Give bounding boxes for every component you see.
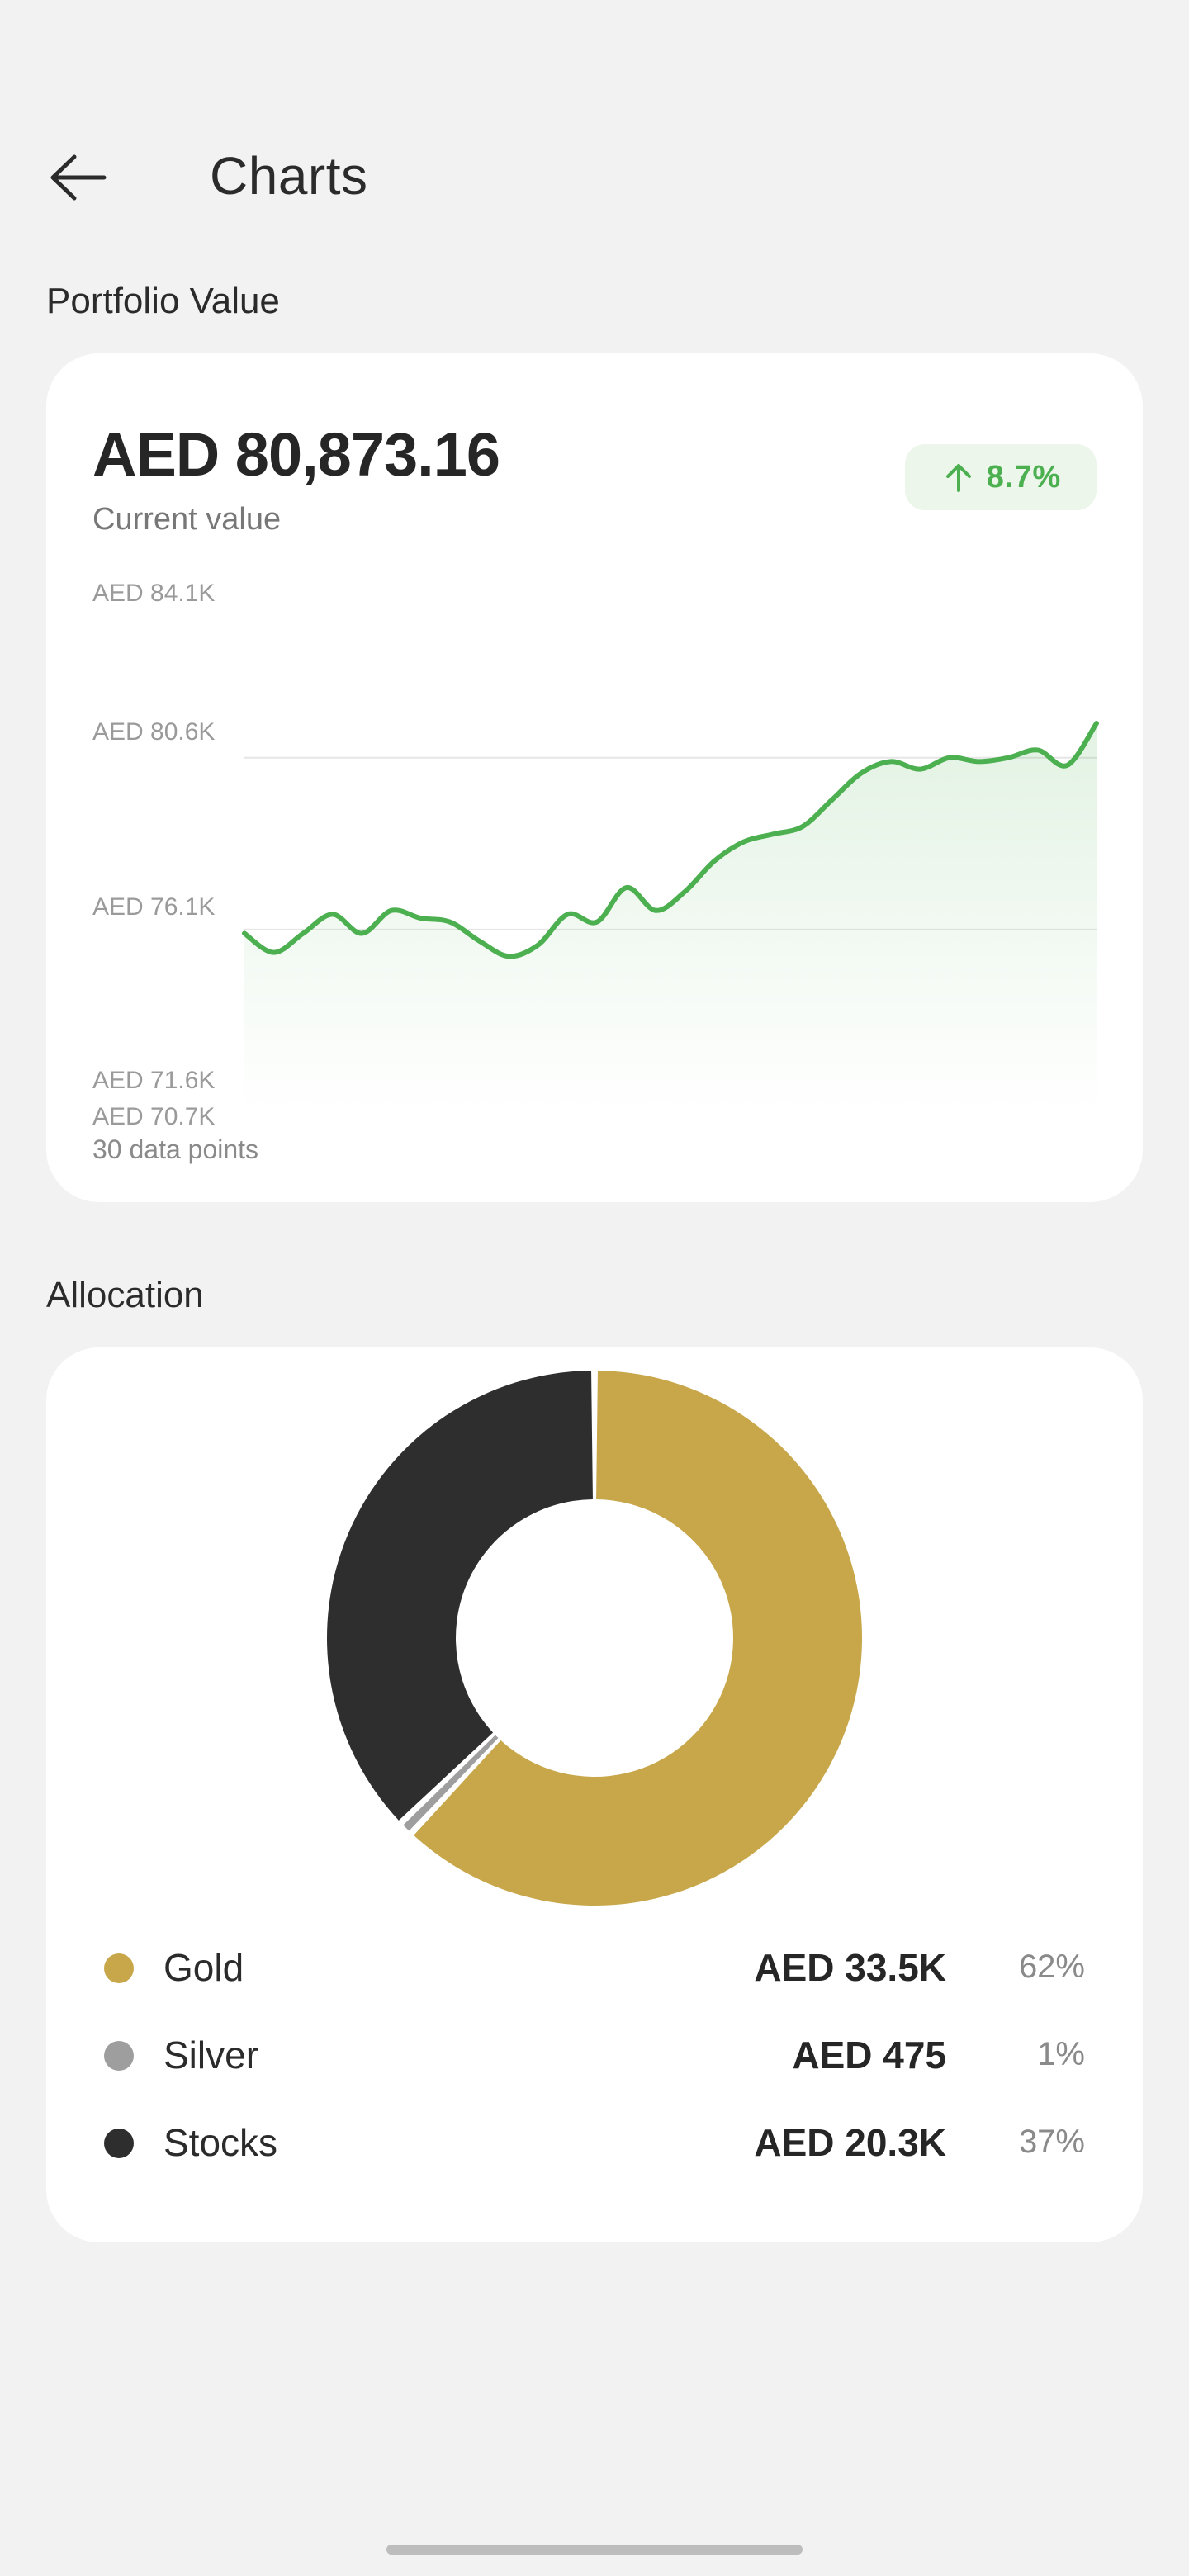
legend-name: Silver — [163, 2034, 259, 2076]
y-tick-label: AED 71.6K — [92, 1067, 215, 1094]
current-value-label: Current value — [92, 502, 282, 537]
allocation-donut-chart — [327, 1371, 862, 1906]
portfolio-line-chart: AED 84.1K AED 80.6K AED 76.1K AED 71.6K AED … — [92, 580, 1099, 1130]
legend-amount: AED 475 — [792, 2034, 946, 2076]
legend-item-stocks: Stocks AED 20.3K 37% — [46, 2110, 1143, 2176]
series-line — [242, 721, 1099, 959]
donut-slice-gold[interactable] — [414, 1371, 862, 1906]
stocks-dot — [104, 2129, 134, 2158]
legend-amount: AED 20.3K — [754, 2121, 946, 2164]
back-button[interactable] — [46, 149, 112, 206]
gold-dot — [104, 1953, 134, 1983]
arrow-left-icon — [50, 154, 107, 201]
legend-item-gold: Gold AED 33.5K 62% — [46, 1935, 1143, 2001]
legend-percent: 37% — [1018, 2124, 1085, 2160]
legend-percent: 62% — [1018, 1949, 1085, 1985]
donut-slice-silver[interactable] — [403, 1735, 499, 1831]
y-tick-label: AED 84.1K — [92, 580, 215, 607]
data-points-count: 30 data points — [92, 1134, 259, 1164]
current-value: AED 80,873.16 — [92, 420, 500, 489]
legend-item-silver: Silver AED 475 1% — [46, 2023, 1143, 2089]
legend-amount: AED 33.5K — [754, 1946, 946, 1989]
change-percent: 8.7% — [986, 459, 1062, 495]
page-title: Charts — [210, 146, 368, 206]
y-tick-label: AED 76.1K — [92, 893, 215, 921]
allocation-card: Gold AED 33.5K 62% Silver AED 475 1% Sto… — [46, 1347, 1143, 2242]
y-tick-label: AED 80.6K — [92, 718, 215, 746]
silver-dot — [104, 2041, 134, 2071]
y-tick-label: AED 70.7K — [92, 1103, 215, 1130]
allocation-section-label: Allocation — [46, 1275, 204, 1315]
portfolio-section-label: Portfolio Value — [46, 281, 280, 321]
legend-name: Gold — [163, 1946, 244, 1989]
change-badge: 8.7% — [905, 444, 1097, 510]
portfolio-value-card: AED 80,873.16 Current value 8.7% AED 84.… — [46, 353, 1143, 1202]
legend-percent: 1% — [1037, 2036, 1085, 2072]
app-header: Charts — [0, 124, 1189, 231]
legend-name: Stocks — [163, 2121, 278, 2164]
donut-slice-stocks[interactable] — [327, 1371, 593, 1821]
arrow-up-icon — [945, 464, 971, 492]
home-indicator[interactable] — [386, 2545, 803, 2555]
area-fill — [244, 723, 1097, 1113]
